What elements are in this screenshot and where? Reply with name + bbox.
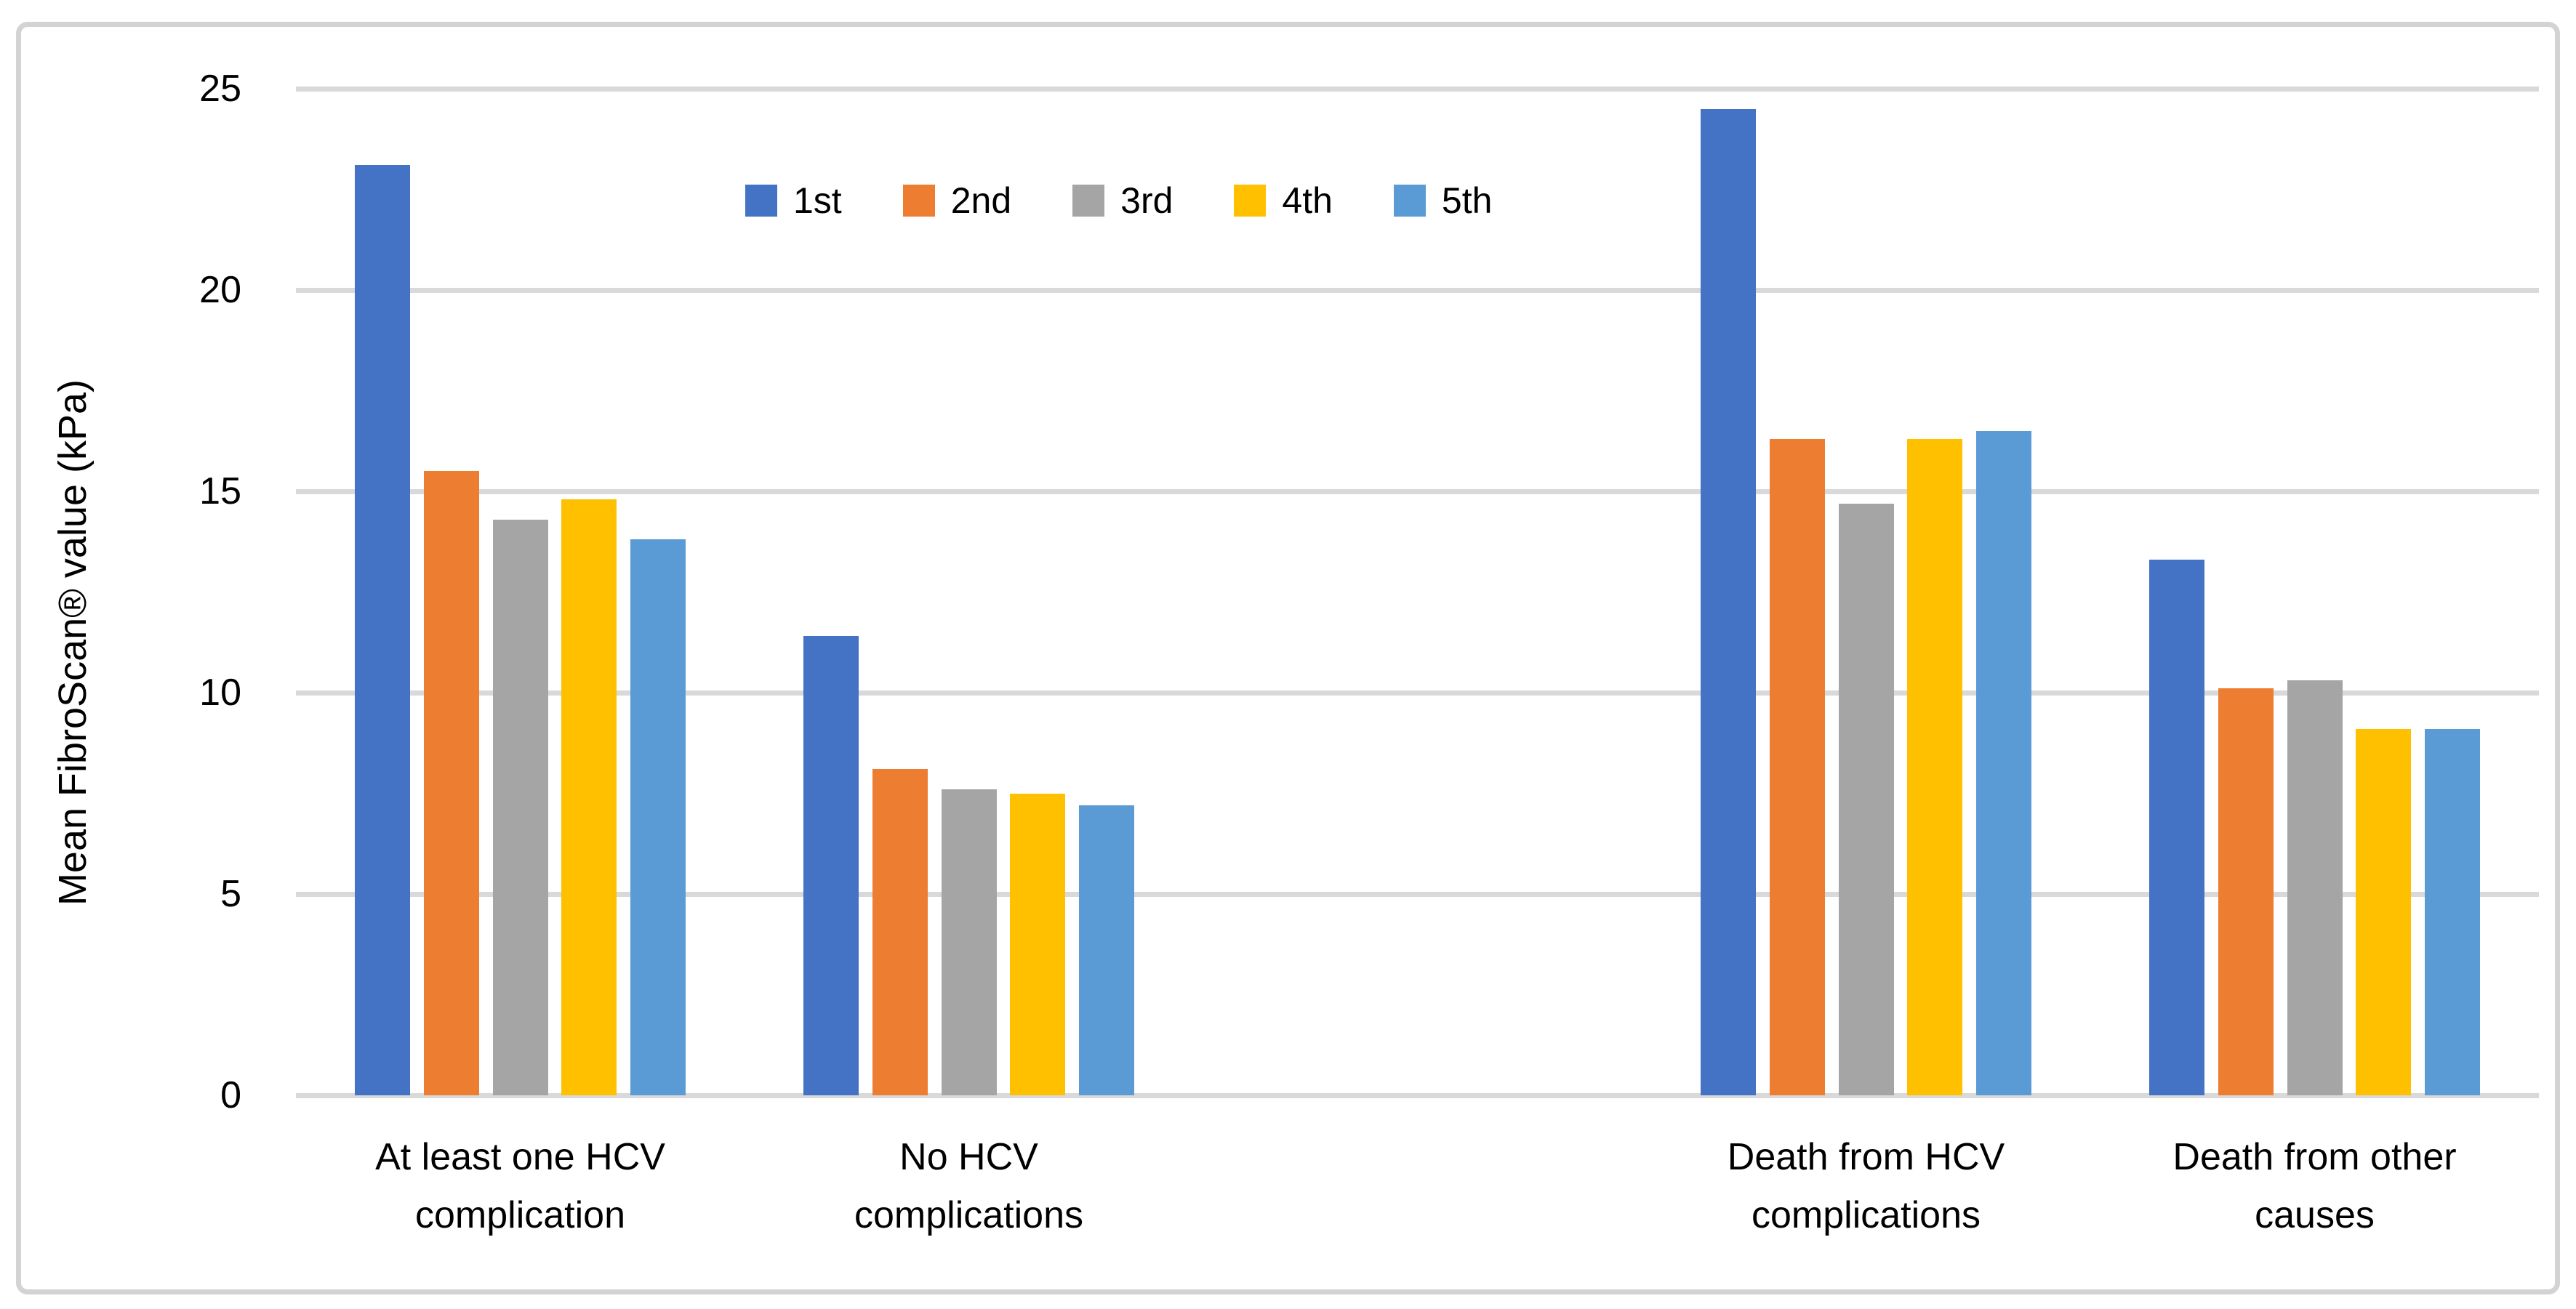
bar-group4-5th — [2425, 728, 2481, 1095]
gridline-y15 — [296, 488, 2539, 494]
bar-group3-4th — [1907, 438, 1963, 1095]
legend-entry-2nd: 2nd — [902, 180, 1012, 221]
legend-label-3rd: 3rd — [1120, 180, 1173, 221]
gridline-y20 — [296, 287, 2539, 293]
legend-swatch-1st — [745, 185, 777, 217]
y-tick-label-5: 5 — [220, 873, 241, 915]
legend-swatch-5th — [1393, 185, 1426, 217]
bar-group4-1st — [2148, 560, 2204, 1095]
legend-swatch-2nd — [902, 185, 935, 217]
gridline-y10 — [296, 690, 2539, 696]
category-label-4: Death from other causes — [2172, 1136, 2457, 1236]
bar-group3-1st — [1700, 108, 1756, 1095]
y-tick-label-15: 15 — [199, 470, 241, 512]
category-label-1: At least one HCV complication — [375, 1136, 665, 1236]
y-tick-label-10: 10 — [199, 672, 241, 714]
y-axis-title: Mean FibroScan® value (kPa) — [51, 379, 95, 906]
bar-group2-4th — [1010, 793, 1066, 1095]
x-axis-line — [296, 1092, 2539, 1098]
y-tick-label-20: 20 — [199, 269, 241, 311]
bar-group2-5th — [1079, 805, 1135, 1095]
y-tick-label-25: 25 — [199, 68, 241, 110]
bar-group1-1st — [354, 165, 410, 1095]
legend-label-1st: 1st — [793, 180, 842, 221]
bar-group4-3rd — [2287, 680, 2343, 1095]
legend-entry-4th: 4th — [1234, 182, 1333, 219]
gridline-y25 — [296, 86, 2539, 92]
bar-group2-1st — [803, 636, 859, 1095]
bar-group1-5th — [630, 539, 686, 1095]
category-label-3: Death from HCV complications — [1727, 1136, 2005, 1236]
bar-group3-5th — [1976, 430, 2032, 1095]
legend-label-4th: 4th — [1282, 180, 1333, 221]
category-label-2: No HCV complications — [854, 1136, 1084, 1236]
gridline-y5 — [296, 891, 2539, 897]
legend-swatch-3rd — [1072, 185, 1105, 217]
bar-group2-2nd — [872, 769, 928, 1095]
legend: 1st 2nd 3rd 4th 5th — [745, 167, 1492, 234]
legend-entry-1st: 1st — [745, 182, 842, 219]
y-tick-label-0: 0 — [220, 1074, 241, 1116]
bar-group1-3rd — [492, 519, 548, 1095]
legend-label-2nd: 2nd — [950, 180, 1012, 221]
bar-group4-2nd — [2218, 688, 2274, 1095]
legend-entry-5th: 5th — [1393, 180, 1493, 221]
bar-group2-3rd — [941, 789, 997, 1095]
bar-group4-4th — [2356, 728, 2412, 1095]
bar-group1-2nd — [423, 471, 479, 1095]
legend-swatch-4th — [1234, 185, 1267, 217]
bar-group3-2nd — [1769, 438, 1825, 1095]
legend-label-5th: 5th — [1441, 180, 1493, 221]
bar-group3-3rd — [1838, 503, 1894, 1095]
bar-group1-4th — [561, 499, 617, 1095]
legend-entry-3rd: 3rd — [1072, 182, 1173, 219]
